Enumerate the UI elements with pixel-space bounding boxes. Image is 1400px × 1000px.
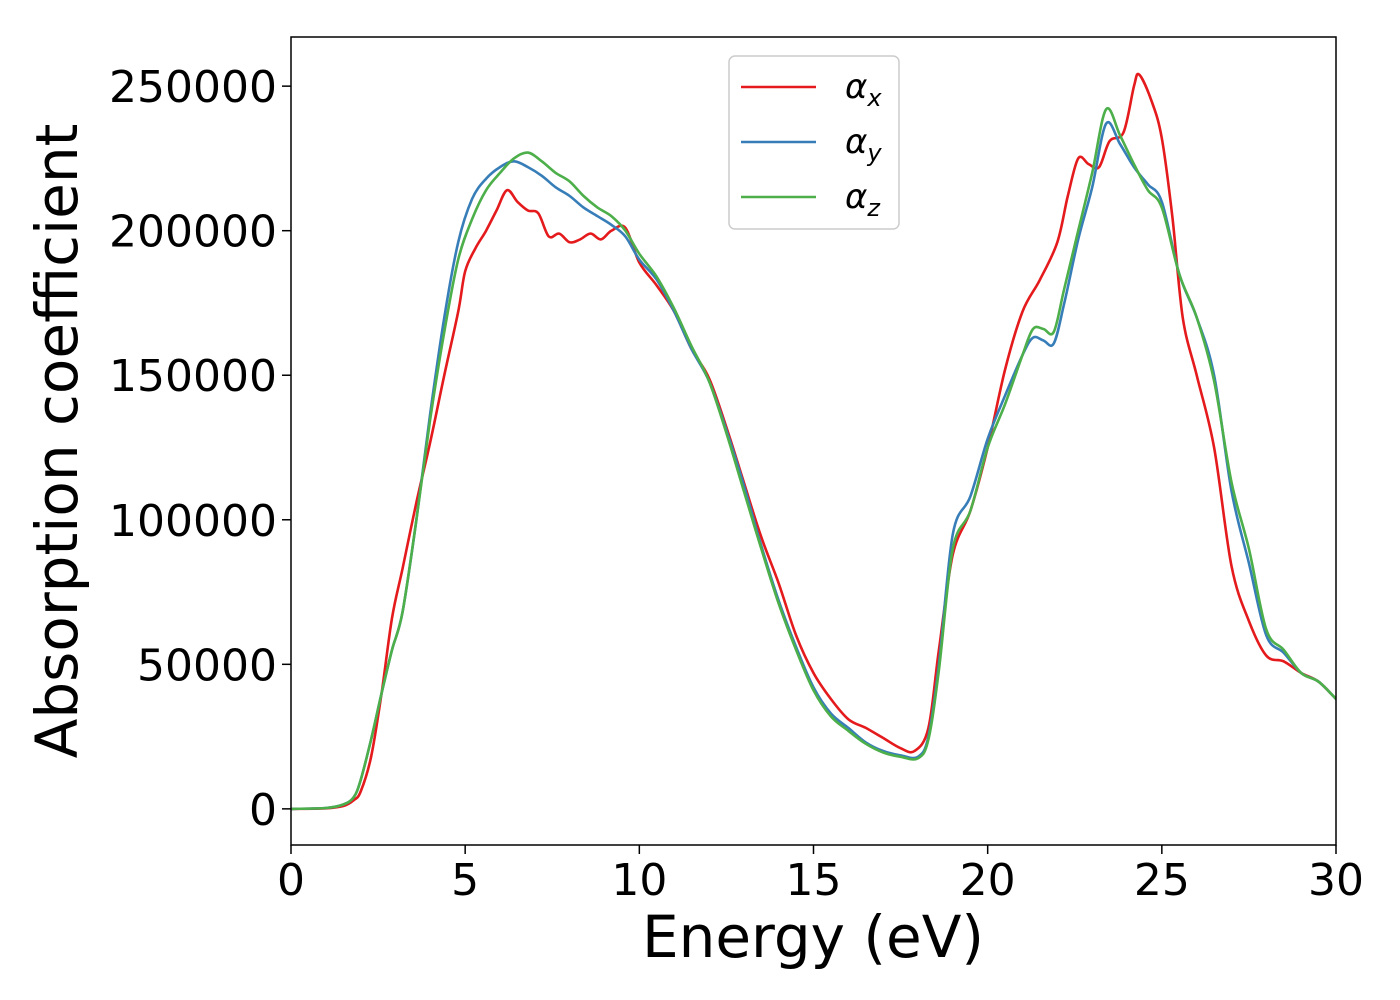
y-tick-label: 200000 xyxy=(109,207,277,258)
legend-label: αx xyxy=(845,67,882,112)
x-tick-label: 20 xyxy=(960,855,1016,906)
legend: αx αy αz xyxy=(728,55,900,230)
series-layer xyxy=(291,72,1336,811)
legend-item-alpha-y: αy xyxy=(741,122,882,167)
y-tick-label: 250000 xyxy=(109,62,277,113)
x-axis-title: Energy (eV) xyxy=(642,903,984,971)
x-tick-label: 30 xyxy=(1308,855,1364,906)
x-tick-label: 10 xyxy=(611,855,667,906)
x-tick-label: 25 xyxy=(1134,855,1190,906)
y-tick-label: 0 xyxy=(249,785,277,836)
y-tick-label: 150000 xyxy=(109,351,277,402)
legend-label: αz xyxy=(845,177,881,222)
legend-item-alpha-x: αx xyxy=(741,67,882,112)
legend-label: αy xyxy=(845,122,882,167)
series-line-alpha-z xyxy=(291,106,1336,811)
x-tick-label: 15 xyxy=(786,855,842,906)
y-tick-label: 50000 xyxy=(137,640,277,691)
x-tick-label: 0 xyxy=(277,855,305,906)
y-axis-title: Absorption coefficient xyxy=(23,124,91,759)
legend-item-alpha-z: αz xyxy=(741,177,881,222)
series-line-alpha-x xyxy=(291,72,1336,811)
ticks-layer: 0 5 10 15 20 25 30 0 50000 100000 150000 200000 2500… xyxy=(109,62,1364,906)
y-tick-label: 100000 xyxy=(109,496,277,547)
x-tick-label: 5 xyxy=(451,855,479,906)
